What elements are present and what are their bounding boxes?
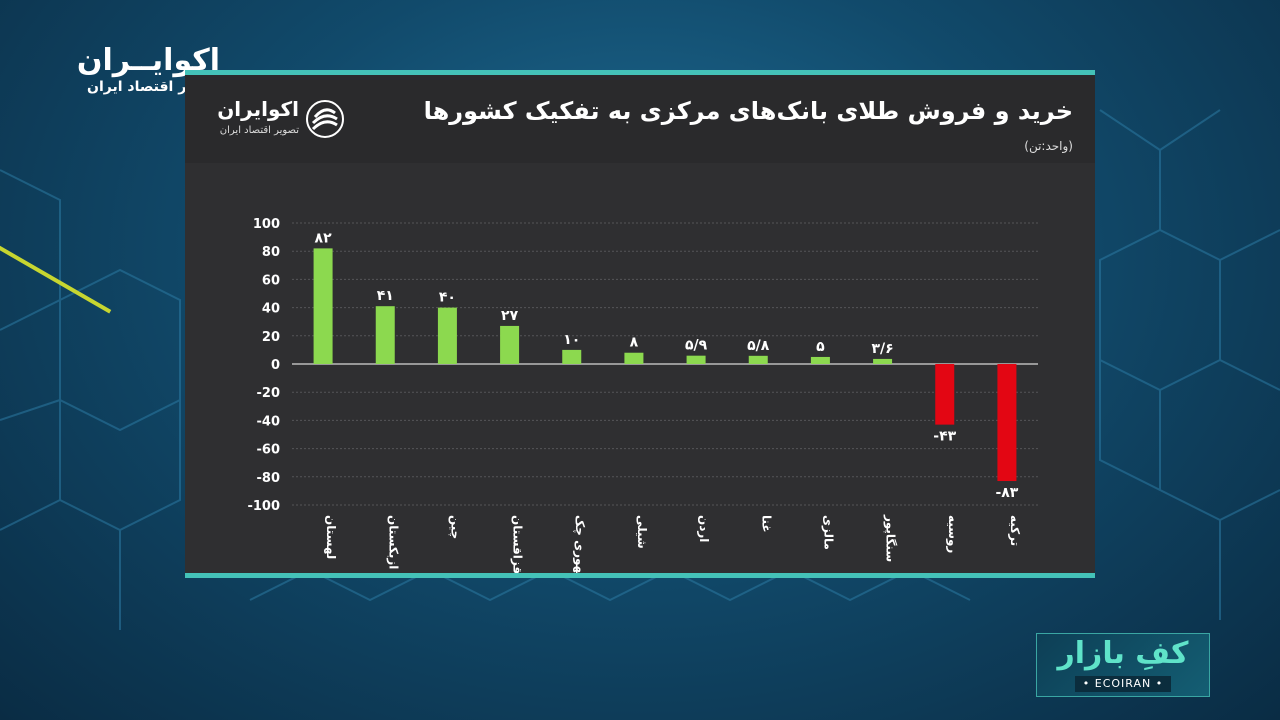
bar <box>748 355 768 364</box>
data-label: ۸ <box>630 335 639 351</box>
bar <box>997 364 1017 482</box>
bar <box>873 358 893 364</box>
data-label: ۱۰ <box>563 332 580 348</box>
chart-panel: خرید و فروش طلای بانک‌های مرکزی به تفکیک… <box>185 70 1095 578</box>
x-tick-label: اردن <box>697 515 711 542</box>
bar <box>437 307 457 364</box>
panel-logo: اکوایران تصویر اقتصاد ایران <box>215 97 350 145</box>
bar <box>624 352 644 364</box>
kaf-bazar-name: کفِ بازار <box>1057 636 1189 671</box>
x-tick-label: لهستان <box>324 515 338 559</box>
y-tick-label: 20 <box>262 330 280 345</box>
bar-chart: 100 80 60 40 20 0 -20 -40 -60 -80 -100 ۸۲ لهستان ۴۱ از… <box>247 217 1038 573</box>
bar <box>313 248 333 364</box>
y-tick-label: -80 <box>257 471 281 486</box>
data-label: ۸۲ <box>315 230 333 246</box>
y-tick-label: 60 <box>262 273 280 288</box>
x-tick-label: روسیه <box>945 515 960 553</box>
data-label: ۴۰ <box>439 290 456 306</box>
data-label: -۴۳ <box>933 429 956 445</box>
data-label: ۵ <box>816 339 825 355</box>
bar <box>562 349 582 364</box>
bar <box>500 325 520 364</box>
panel-logo-name: اکوایران <box>217 97 299 121</box>
data-label: -۸۳ <box>995 485 1018 501</box>
ecoiran-caption: • ECOIRAN • <box>1075 676 1171 692</box>
data-label: ۳/۶ <box>871 341 893 357</box>
bar <box>810 356 830 364</box>
bar <box>935 364 955 425</box>
x-tick-label: غنا <box>759 515 773 533</box>
data-label: ۴۱ <box>377 288 394 304</box>
data-label: ۲۷ <box>501 308 519 324</box>
chart-unit: (واحد:تن) <box>1024 139 1073 153</box>
data-label: ۵/۹ <box>685 338 708 354</box>
y-tick-label: 40 <box>262 302 280 317</box>
kaf-bazar-badge: کفِ بازار • ECOIRAN • <box>1036 633 1210 697</box>
y-tick-label: 80 <box>262 245 280 260</box>
bar <box>686 355 706 364</box>
x-tick-label: شیلی <box>635 515 649 549</box>
y-tick-label: 100 <box>253 217 280 232</box>
y-tick-label: 0 <box>271 358 280 373</box>
x-tick-label: ازبکستان <box>386 515 400 569</box>
y-tick-label: -40 <box>257 414 281 429</box>
x-tick-label: مالزی <box>821 515 835 550</box>
bar <box>375 306 395 364</box>
x-tick-label: چین <box>448 515 462 539</box>
chart-title: خرید و فروش طلای بانک‌های مرکزی به تفکیک… <box>423 97 1073 125</box>
x-tick-label: جمهوری چک <box>572 515 587 573</box>
y-tick-label: -100 <box>247 499 280 514</box>
x-tick-label: ترکیه <box>1008 515 1022 546</box>
data-label: ۵/۸ <box>747 338 770 354</box>
x-tick-label: قزاقستان <box>511 515 525 573</box>
ecoiran-mark-icon <box>306 100 344 138</box>
panel-logo-tagline: تصویر اقتصاد ایران <box>219 125 299 136</box>
x-tick-label: سنگاپور <box>883 514 898 562</box>
y-tick-label: -20 <box>257 386 281 401</box>
y-tick-label: -60 <box>257 443 281 458</box>
panel-header: خرید و فروش طلای بانک‌های مرکزی به تفکیک… <box>185 75 1095 163</box>
